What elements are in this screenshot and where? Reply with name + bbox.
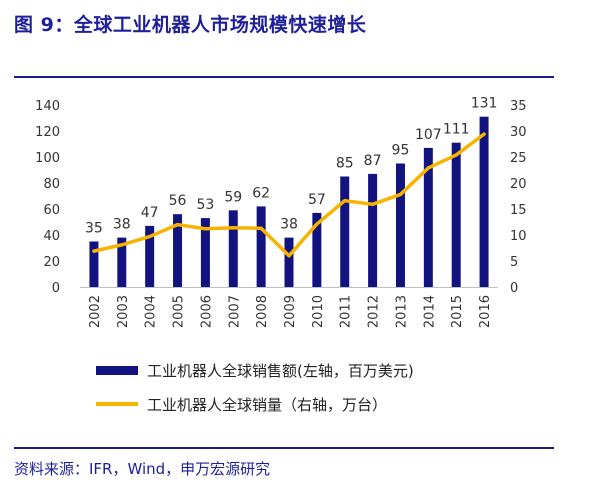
bar-2016 [479,116,489,287]
bar-label-2010: 57 [308,192,326,208]
bar-label-2013: 95 [392,143,410,159]
x-axis-categories: 2002 2003 2004 2005 2006 2007 2008 2009 2010 2011… [88,295,493,328]
bar-2011 [340,176,350,287]
right-tick-25: 25 [510,151,527,166]
right-tick-0: 0 [510,281,518,296]
legend-line-label: 工业机器人全球销量（右轴，万台） [147,396,387,414]
x-tick-2005: 2005 [172,295,187,328]
bar-2004 [145,225,155,287]
left-tick-20: 20 [43,255,60,270]
line-point-2003 [120,243,124,247]
figure-title: 图 9：全球工业机器人市场规模快速增长 [14,14,367,36]
bar-2015 [451,142,461,287]
left-axis-ticks: 0 20 40 60 80 100 120 140 [35,99,60,296]
x-tick-2007: 2007 [227,295,242,328]
line-point-2005 [175,223,180,227]
right-tick-35: 35 [510,99,527,114]
line-point-2006 [203,227,207,231]
bar-2006 [200,218,210,287]
x-tick-2011: 2011 [339,295,354,328]
bar-2010 [312,212,322,287]
bar-label-2006: 53 [196,197,214,213]
right-tick-10: 10 [510,229,527,244]
bar-label-2007: 59 [224,189,242,205]
line-point-2009 [287,254,291,258]
x-tick-2016: 2016 [478,295,493,328]
bar-2014 [423,147,433,287]
bar-2005 [173,214,183,287]
bar-2008 [256,206,266,287]
bar-series [89,116,489,287]
x-tick-2004: 2004 [144,295,159,328]
bar-label-2003: 38 [113,217,131,233]
x-tick-2012: 2012 [367,295,382,328]
right-tick-15: 15 [510,203,527,218]
bar-2009 [284,237,294,287]
left-tick-0: 0 [52,281,60,296]
x-tick-2006: 2006 [199,295,214,328]
bar-2012 [368,173,378,287]
line-point-2013 [398,192,403,197]
bar-2013 [395,163,405,287]
left-tick-120: 120 [35,125,60,140]
bar-2007 [228,210,238,287]
x-tick-2014: 2014 [422,295,437,328]
legend-bar-swatch [96,366,138,375]
line-point-2015 [454,153,458,157]
bar-label-2005: 56 [169,193,187,209]
bar-2003 [117,237,127,287]
bar-label-2015: 111 [443,122,470,138]
bar-2002 [89,241,99,287]
left-tick-100: 100 [35,151,60,166]
bar-label-2009: 38 [280,217,298,233]
legend: 工业机器人全球销售额(左轴，百万美元) 工业机器人全球销量（右轴，万台） [96,362,414,414]
x-tick-2009: 2009 [283,295,298,328]
line-series [92,132,486,258]
right-axis-ticks: 0 5 10 15 20 25 30 35 [510,99,527,296]
line-point-2008 [259,226,263,230]
bar-label-2011: 85 [336,156,354,172]
x-tick-2010: 2010 [311,295,326,328]
line-point-2004 [148,234,152,239]
left-tick-80: 80 [43,177,60,192]
x-tick-2003: 2003 [116,295,131,328]
right-tick-30: 30 [510,125,527,140]
legend-bar-label: 工业机器人全球销售额(左轴，百万美元) [147,362,414,380]
left-tick-60: 60 [43,203,60,218]
bar-label-2002: 35 [85,221,103,237]
line-point-2002 [92,249,96,253]
bar-label-2014: 107 [415,127,442,143]
x-tick-2015: 2015 [450,295,465,328]
bar-label-2008: 62 [252,185,270,201]
line-point-2010 [315,222,319,226]
bottom-rule [14,447,554,449]
x-tick-2008: 2008 [255,295,270,328]
line-point-2016 [482,132,486,136]
top-rule [14,76,554,78]
right-tick-20: 20 [510,177,527,192]
bar-label-2012: 87 [364,153,382,169]
left-tick-40: 40 [43,229,60,244]
bar-label-2004: 47 [141,205,159,221]
bar-label-2016: 131 [471,96,498,112]
line-point-2014 [426,166,430,170]
line-point-2011 [343,199,347,203]
right-tick-5: 5 [510,255,518,270]
source-note: 资料来源：IFR，Wind，申万宏源研究 [14,460,271,478]
line-point-2012 [371,202,375,206]
line-point-2007 [231,226,235,230]
x-tick-2002: 2002 [88,295,103,328]
x-tick-2013: 2013 [394,295,409,328]
left-tick-140: 140 [35,99,60,114]
